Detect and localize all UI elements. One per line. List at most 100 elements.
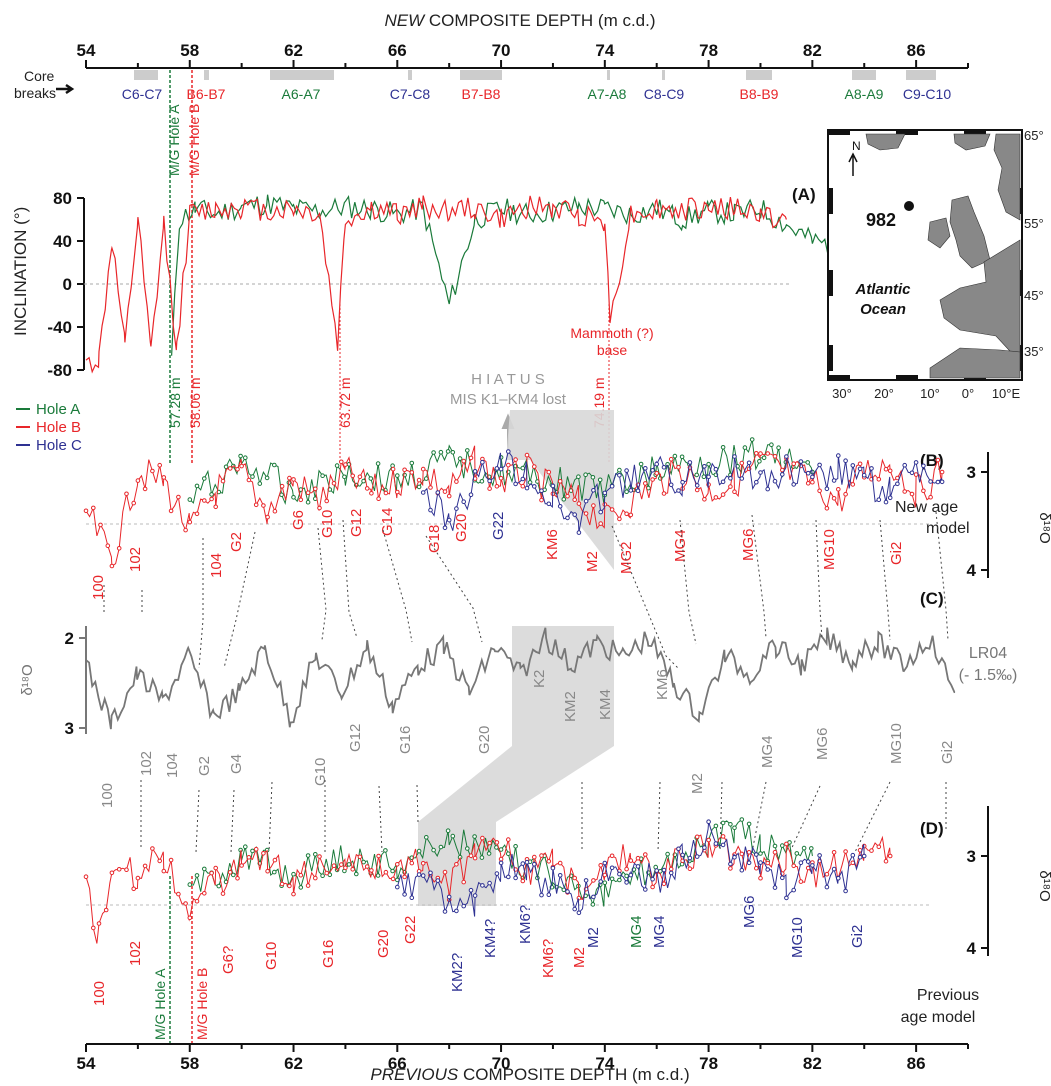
panel-c-right-label-2: (- 1.5‰): [959, 667, 1018, 684]
stage-label: MG2: [618, 541, 635, 574]
data-point: [791, 482, 797, 487]
tie-line: [854, 781, 891, 853]
data-point: [91, 925, 96, 931]
data-point: [176, 494, 181, 500]
data-point: [831, 496, 837, 501]
stage-label: MG10: [888, 723, 905, 764]
map-frame-tick: [828, 270, 833, 296]
data-point: [661, 465, 667, 470]
data-point: [291, 477, 296, 482]
data-point: [728, 484, 733, 489]
stage-label: G2: [228, 532, 245, 552]
data-point: [350, 473, 356, 479]
land-greenland: [865, 133, 906, 151]
series-line: [85, 195, 787, 374]
data-point: [831, 478, 837, 483]
data-point: [183, 527, 188, 533]
stage-label: MG6: [740, 528, 757, 561]
data-point: [617, 877, 622, 883]
data-point: [465, 846, 470, 851]
data-point: [650, 468, 655, 473]
data-point: [643, 887, 648, 892]
top-axis-title: NEW COMPOSITE DEPTH (m c.d.): [384, 11, 655, 30]
data-point: [438, 844, 444, 850]
stage-label: 104: [164, 753, 181, 778]
data-point: [583, 472, 588, 478]
data-point: [279, 881, 285, 887]
core-break-band: [746, 70, 772, 80]
stage-label: MG6: [814, 727, 831, 760]
data-point: [769, 442, 774, 448]
panel-c-right-label-1: LR04: [969, 645, 1007, 662]
stage-label: KM6?: [540, 939, 557, 978]
data-point: [638, 461, 644, 467]
stage-label: G2: [196, 756, 213, 776]
data-point: [876, 497, 882, 503]
data-point: [227, 466, 233, 471]
data-point: [694, 854, 700, 859]
data-point: [824, 506, 830, 511]
data-point: [798, 879, 804, 884]
data-point: [728, 861, 733, 867]
data-point: [395, 489, 400, 495]
core-break-label: A6-A7: [282, 86, 321, 102]
data-point: [364, 864, 370, 869]
data-point: [272, 508, 278, 514]
data-point: [739, 817, 745, 822]
data-point: [598, 509, 604, 515]
y-tick-label: 3: [967, 847, 976, 866]
data-point: [487, 840, 492, 846]
data-point: [624, 511, 629, 517]
data-point: [346, 862, 352, 867]
data-point: [361, 478, 366, 484]
data-point: [461, 879, 467, 885]
data-point: [390, 876, 396, 882]
data-point: [609, 483, 615, 489]
data-point: [317, 854, 322, 859]
data-point: [468, 887, 474, 893]
data-point: [739, 851, 745, 857]
data-point: [654, 461, 660, 467]
data-point: [668, 482, 674, 488]
data-point: [706, 474, 711, 480]
top-axis-title-rest: COMPOSITE DEPTH (m c.d.): [424, 11, 655, 30]
data-point: [780, 472, 785, 477]
data-point: [272, 869, 277, 875]
panel-a-ylabel: INCLINATION (°): [11, 207, 30, 336]
axis-tick-label: 70: [492, 41, 511, 60]
data-point: [442, 525, 448, 531]
data-point: [780, 875, 785, 881]
stage-label: G20: [453, 514, 470, 542]
land-scandinavia: [993, 133, 1021, 221]
y-tick-label: 40: [53, 232, 72, 251]
core-break-band: [460, 70, 502, 80]
data-point: [928, 479, 933, 484]
data-point: [438, 449, 444, 455]
mammoth-label-2: base: [597, 342, 628, 358]
axis-tick-label: 86: [907, 41, 926, 60]
stage-label: MG4: [759, 735, 776, 768]
data-point: [524, 859, 530, 865]
axis-tick-label: 62: [284, 1054, 303, 1073]
data-point: [187, 915, 193, 921]
data-point: [375, 873, 381, 878]
data-point: [420, 861, 426, 866]
data-point: [331, 481, 337, 486]
tie-line: [751, 514, 767, 639]
y-tick-label: -40: [47, 318, 72, 337]
data-point: [494, 484, 500, 489]
data-point: [909, 470, 915, 476]
data-point: [313, 875, 318, 881]
data-point: [843, 458, 848, 464]
map-land: [865, 133, 1021, 379]
data-point: [887, 468, 893, 474]
panel-a-series: [85, 194, 891, 374]
data-point: [532, 484, 537, 489]
data-point: [635, 488, 641, 494]
data-point: [209, 496, 214, 502]
data-point: [732, 825, 737, 831]
data-point: [395, 473, 400, 478]
data-point: [305, 499, 311, 505]
data-point: [487, 478, 492, 484]
data-point: [772, 454, 778, 459]
